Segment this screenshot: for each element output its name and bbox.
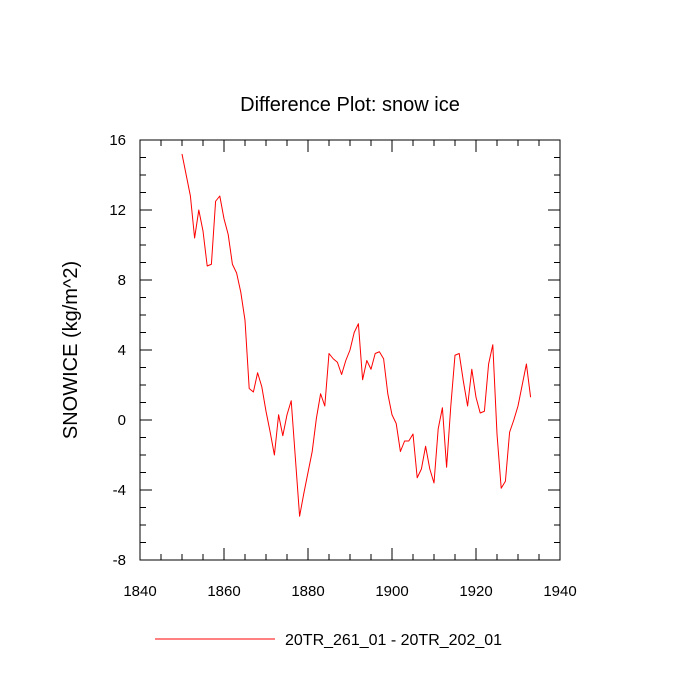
- axis-ticks: 1840 1860 1880 1900 1920 1940 -8 -4 0 4 8 12 16: [109, 132, 576, 600]
- y-tick-label: 0: [118, 412, 126, 429]
- y-tick-label: 12: [109, 202, 126, 219]
- x-tick-label: 1880: [291, 583, 324, 600]
- chart-title: Difference Plot: snow ice: [240, 94, 460, 116]
- legend-label: 20TR_261_01 - 20TR_202_01: [285, 632, 502, 649]
- legend: 20TR_261_01 - 20TR_202_01: [155, 632, 502, 649]
- x-tick-label: 1900: [375, 583, 408, 600]
- x-tick-label: 1920: [459, 583, 492, 600]
- x-tick-label: 1860: [207, 583, 240, 600]
- x-tick-label: 1940: [543, 583, 576, 600]
- y-tick-label: 8: [118, 272, 126, 289]
- plot-frame: [139, 139, 561, 561]
- plot-area: [181, 153, 532, 517]
- y-axis-label: SNOWICE (kg/m^2): [60, 261, 82, 439]
- x-tick-label: 1840: [123, 583, 156, 600]
- y-tick-label: 16: [109, 132, 126, 149]
- series-line: [181, 153, 532, 517]
- y-tick-label: -4: [113, 482, 126, 499]
- y-tick-label: -8: [113, 552, 126, 569]
- y-tick-label: 4: [118, 342, 126, 359]
